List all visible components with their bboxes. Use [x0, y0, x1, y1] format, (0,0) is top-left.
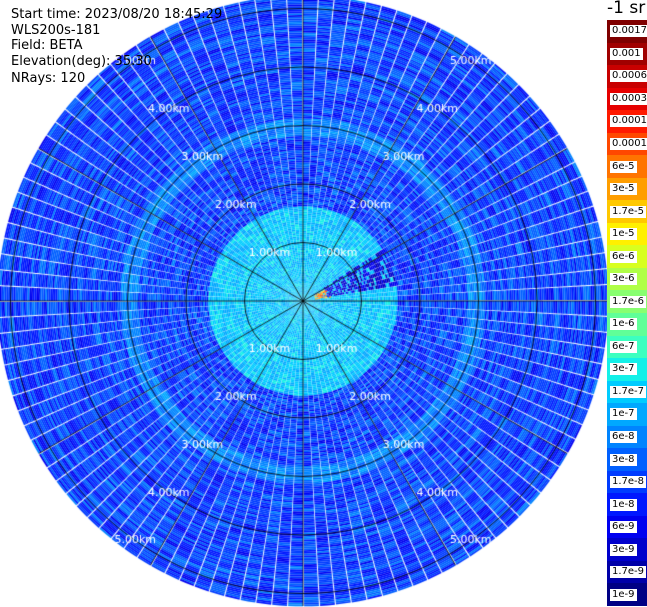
start-time-label: Start time: 2023/08/20 18:45:29	[11, 7, 223, 22]
colorbar-tick-label: 6e-5	[610, 160, 637, 173]
colorbar-tick-label: 3e-5	[610, 183, 637, 196]
colorbar: 0.0017 0.001 0.0006 0.0003 0.00017 0.0001 6e-5…	[607, 20, 647, 607]
colorbar-tick-label: 3e-6	[610, 273, 637, 286]
colorbar-tick-label: 1.7e-9	[610, 566, 647, 579]
colorbar-tick-label: 1e-7	[610, 408, 637, 421]
colorbar-tick-label: 1.7e-7	[610, 385, 647, 398]
colorbar-tick-label: 1.7e-6	[610, 295, 647, 308]
colorbar-tick-label: 0.0017	[610, 25, 647, 38]
colorbar-tick-label: 1e-6	[610, 318, 637, 331]
colorbar-tick-label: 6e-9	[610, 521, 637, 534]
colorbar-tick-label: 0.0006	[610, 70, 647, 83]
colorbar-tick-label: 6e-6	[610, 250, 637, 263]
colorbar-tick-label: 1.7e-8	[610, 476, 647, 489]
instrument-label: WLS200s-181	[11, 23, 101, 38]
colorbar-tick-label: 1e-8	[610, 498, 637, 511]
colorbar-tick-label: 1e-5	[610, 228, 637, 241]
colorbar-tick-label: 6e-7	[610, 340, 637, 353]
elevation-label: Elevation(deg): 35.30	[11, 54, 152, 69]
colorbar-tick-label: 0.0001	[610, 137, 647, 150]
colorbar-tick-label: 0.00017	[610, 115, 647, 128]
colorbar-tick-label: 1.7e-5	[610, 205, 647, 218]
colorbar-tick-label: 0.0003	[610, 92, 647, 105]
field-label: Field: BETA	[11, 38, 83, 53]
colorbar-tick-label: 3e-7	[610, 363, 637, 376]
colorbar-tick-label: 3e-8	[610, 453, 637, 466]
colorbar-tick-label: 6e-8	[610, 430, 637, 443]
colorbar-tick-label: 0.001	[610, 47, 643, 60]
colorbar-tick-label: 1e-9	[610, 588, 637, 601]
nrays-label: NRays: 120	[11, 71, 86, 86]
colorbar-unit-label: -1 sr	[607, 0, 646, 18]
colorbar-tick-label: 3e-9	[610, 543, 637, 556]
